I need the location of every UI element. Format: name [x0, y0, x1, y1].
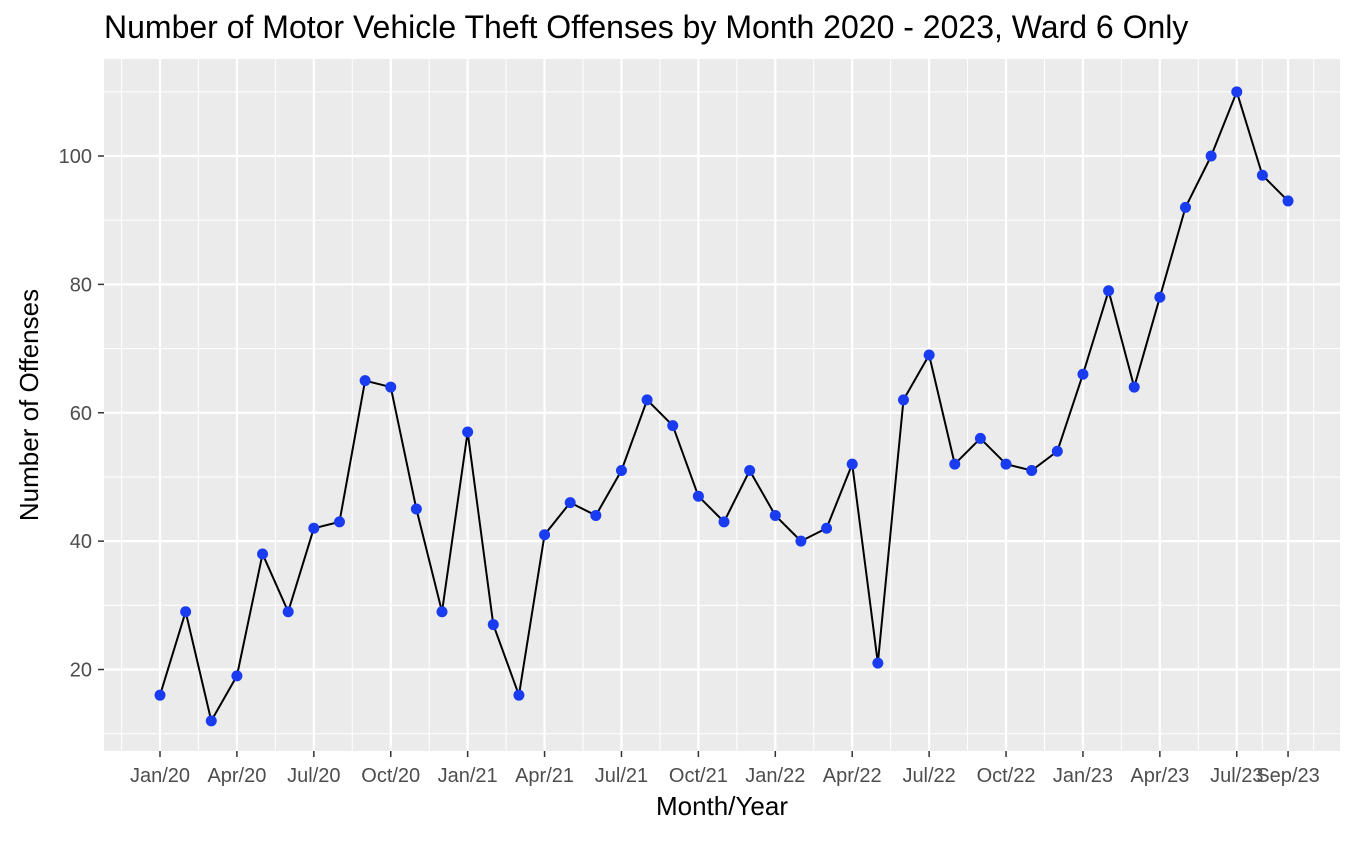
x-tick-label: Sep/23: [1256, 765, 1319, 787]
data-point: [897, 394, 909, 406]
x-tick-label: Oct/21: [669, 765, 728, 787]
x-axis-title: Month/Year: [656, 791, 788, 821]
data-point: [1077, 368, 1089, 380]
data-point: [718, 516, 730, 528]
data-point: [462, 426, 474, 438]
data-point: [205, 715, 217, 727]
data-point: [615, 465, 627, 477]
x-tick-label: Oct/22: [977, 765, 1036, 787]
data-point: [385, 381, 397, 393]
x-tick-label: Apr/21: [515, 765, 574, 787]
chart-title: Number of Motor Vehicle Theft Offenses b…: [104, 9, 1188, 45]
data-point: [590, 509, 602, 521]
data-point: [1180, 201, 1191, 213]
data-point: [180, 606, 192, 618]
plot-panel: [104, 59, 1340, 751]
major-gridlines: [104, 59, 1340, 751]
x-tick-label: Jan/22: [745, 765, 805, 787]
data-point: [1256, 169, 1268, 181]
x-tick-label: Jul/21: [595, 765, 648, 787]
data-point: [1128, 381, 1140, 393]
data-point: [1051, 445, 1063, 457]
data-point: [667, 420, 679, 432]
data-point: [821, 522, 833, 534]
y-tick-label: 40: [70, 531, 92, 553]
y-tick-label: 60: [70, 403, 92, 425]
data-point: [846, 458, 858, 470]
data-point: [154, 689, 166, 701]
data-point: [436, 606, 448, 618]
data-point: [308, 522, 320, 534]
y-axis-title: Number of Offenses: [14, 289, 44, 521]
x-tick-label: Apr/23: [1130, 765, 1189, 787]
data-point: [744, 465, 756, 477]
x-tick-label: Jul/22: [902, 765, 955, 787]
x-tick-label: Apr/20: [207, 765, 266, 787]
data-point: [333, 516, 345, 528]
data-point: [641, 394, 653, 406]
data-point: [692, 490, 704, 502]
data-point: [769, 509, 781, 521]
data-point: [513, 689, 525, 701]
data-point: [487, 619, 499, 631]
data-point: [872, 657, 884, 669]
data-point: [1282, 195, 1294, 207]
data-point: [257, 548, 269, 560]
x-tick-label: Jan/21: [438, 765, 498, 787]
x-tick-label: Jan/23: [1053, 765, 1113, 787]
x-tick-label: Jul/23: [1210, 765, 1263, 787]
data-point: [410, 503, 422, 515]
x-tick-label: Oct/20: [361, 765, 420, 787]
y-tick-label: 80: [70, 274, 92, 296]
data-point: [1154, 291, 1166, 303]
x-tick-label: Jan/20: [130, 765, 190, 787]
data-point: [564, 497, 576, 509]
y-tick-label: 20: [70, 660, 92, 682]
x-tick-label: Jul/20: [287, 765, 340, 787]
data-point: [795, 535, 807, 547]
minor-gridlines: [104, 59, 1340, 751]
data-point: [974, 432, 986, 444]
data-point: [282, 606, 294, 618]
data-point: [1000, 458, 1012, 470]
data-point: [1026, 465, 1038, 477]
x-tick-label: Apr/22: [823, 765, 882, 787]
data-point: [923, 349, 935, 361]
data-point: [231, 670, 243, 682]
data-point: [359, 375, 371, 387]
data-point: [1205, 150, 1217, 162]
data-point: [949, 458, 961, 470]
data-point: [1103, 285, 1115, 297]
data-point: [539, 529, 551, 541]
x-axis-ticks: Jan/20 Apr/20 Jul/20 Oct/20 Jan/21 Apr/21 Jul/…: [130, 751, 1320, 787]
data-points: [154, 86, 1294, 727]
data-point: [1231, 86, 1243, 98]
y-tick-label: 100: [59, 146, 92, 168]
y-axis-ticks: 20 40 60 80 100: [59, 146, 104, 682]
